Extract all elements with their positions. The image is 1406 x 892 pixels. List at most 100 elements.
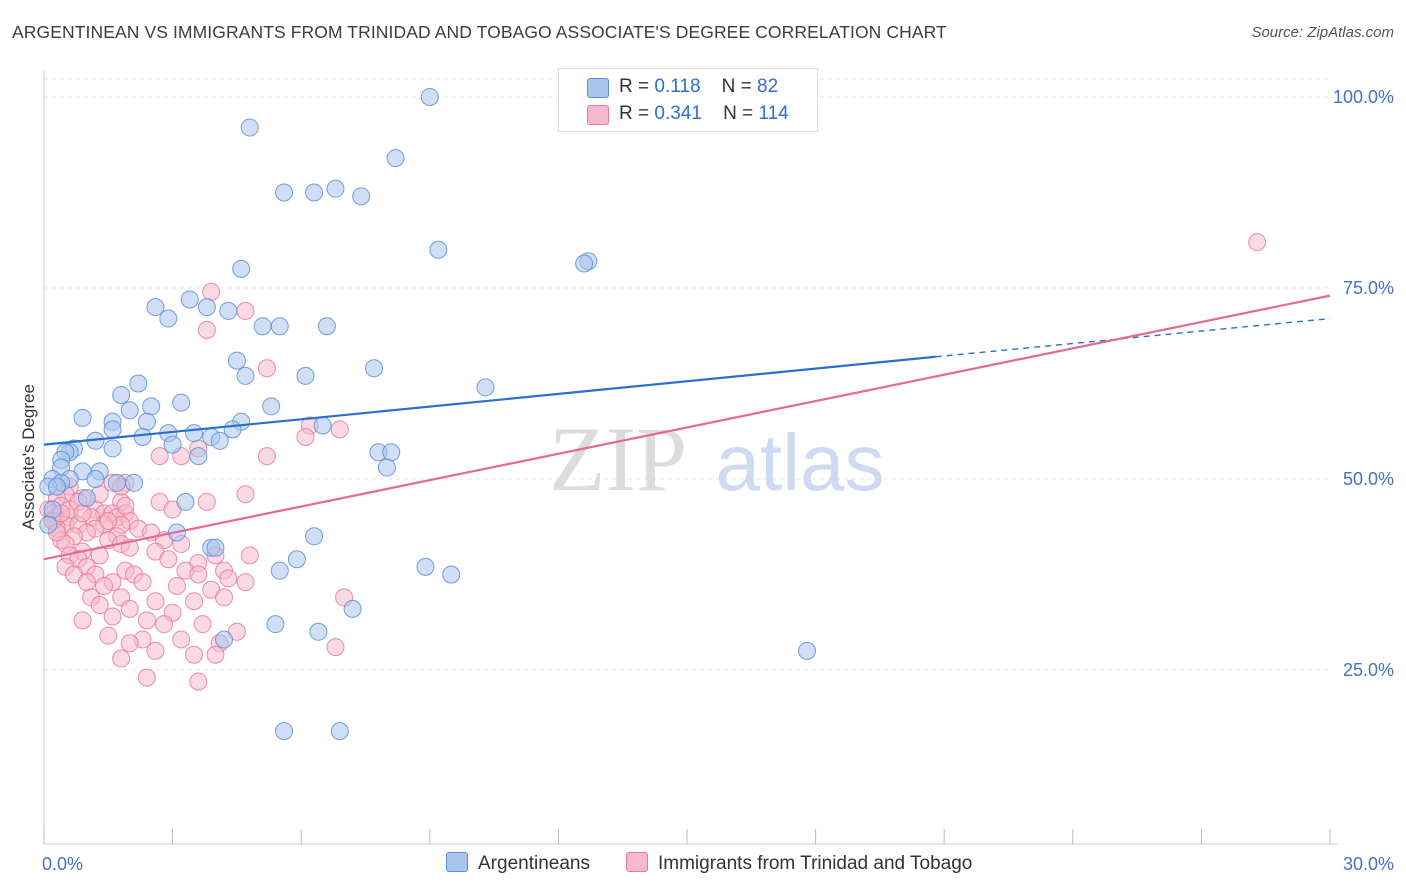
data-point	[99, 512, 118, 531]
chart-title: ARGENTINEAN VS IMMIGRANTS FROM TRINIDAD …	[12, 22, 947, 42]
data-point	[146, 298, 165, 317]
trend-lines	[43, 294, 1331, 561]
y-tick-label-50: 50.0%	[1343, 469, 1394, 489]
data-point	[95, 576, 114, 595]
data-point	[305, 527, 324, 546]
data-point	[73, 611, 92, 630]
data-point	[120, 401, 139, 420]
data-point	[167, 576, 186, 595]
data-point	[240, 118, 259, 137]
data-point	[150, 447, 169, 466]
data-point	[236, 573, 255, 592]
data-point	[103, 439, 122, 458]
data-point	[197, 298, 216, 317]
data-point	[386, 149, 405, 168]
data-point	[219, 301, 238, 320]
data-point	[159, 550, 178, 569]
data-point	[86, 470, 105, 488]
data-point	[77, 489, 96, 508]
data-point	[236, 485, 255, 504]
data-point	[73, 504, 92, 523]
data-point	[296, 427, 315, 446]
bottom-legend-swatch-pink	[626, 852, 648, 872]
data-point	[287, 550, 306, 569]
data-point	[377, 458, 396, 477]
data-point	[317, 317, 336, 336]
data-point	[155, 615, 174, 634]
data-point	[219, 569, 238, 588]
data-point	[90, 596, 109, 615]
series-argentineans	[39, 88, 817, 741]
data-point	[112, 385, 131, 404]
data-point	[142, 397, 161, 416]
data-point	[116, 496, 135, 515]
axes	[43, 70, 1338, 845]
data-point	[172, 630, 191, 649]
data-point	[163, 435, 182, 454]
data-point	[270, 561, 289, 580]
data-point	[146, 592, 165, 611]
data-point	[240, 546, 259, 565]
legend-n-label: N =	[723, 103, 754, 124]
legend-r-label: R =	[619, 76, 650, 97]
data-point	[197, 492, 216, 511]
data-point	[275, 183, 294, 202]
data-point	[257, 359, 276, 378]
data-point	[236, 301, 255, 320]
data-point	[275, 722, 294, 741]
data-point	[189, 565, 208, 584]
data-point	[120, 599, 139, 618]
data-point	[416, 557, 435, 576]
data-point	[232, 259, 251, 278]
data-point	[305, 183, 324, 202]
data-point	[39, 515, 58, 534]
data-point	[137, 668, 156, 687]
data-point	[185, 592, 204, 611]
x-tick-label-min: 0.0%	[42, 854, 83, 874]
bottom-legend-label: Argentineans	[478, 853, 590, 874]
data-point	[180, 290, 199, 309]
stats-legend: R = 0.118 N = 82 R = 0.341 N = 114	[558, 68, 818, 132]
data-point	[309, 622, 328, 641]
data-point	[206, 538, 225, 557]
data-point	[137, 412, 156, 431]
data-point	[206, 645, 225, 664]
data-point	[43, 500, 62, 519]
legend-n-value: 114	[758, 103, 789, 124]
y-tick-label-75: 75.0%	[1343, 278, 1394, 298]
bottom-legend-swatch-blue	[446, 852, 468, 872]
data-point	[189, 672, 208, 691]
data-point	[112, 649, 131, 668]
x-tick-label-max: 30.0%	[1343, 854, 1394, 874]
data-point	[159, 309, 178, 328]
data-point	[365, 359, 384, 378]
data-point	[330, 722, 349, 741]
data-point	[185, 424, 204, 443]
legend-swatch-pink	[587, 105, 609, 125]
data-point	[236, 366, 255, 385]
trend-line-argentineans-extension	[935, 317, 1331, 358]
y-axis-label: Associate's Degree	[19, 384, 38, 530]
data-point	[120, 634, 139, 653]
bottom-legend-trinidad: Immigrants from Trinidad and Tobago	[626, 852, 972, 875]
data-point	[429, 240, 448, 259]
data-point	[215, 588, 234, 607]
data-point	[73, 408, 92, 427]
data-point	[137, 611, 156, 630]
data-point	[202, 282, 221, 301]
legend-swatch-blue	[587, 78, 609, 98]
data-point	[133, 427, 152, 446]
legend-r-value: 0.341	[654, 103, 702, 124]
data-point	[575, 254, 594, 273]
data-point	[172, 393, 191, 412]
data-point	[133, 573, 152, 592]
data-point	[210, 431, 229, 450]
data-point	[326, 179, 345, 198]
legend-r-value: 0.118	[654, 76, 701, 97]
y-tick-label-100: 100.0%	[1333, 87, 1394, 107]
bottom-legend-argentineans: Argentineans	[446, 852, 590, 875]
data-point	[103, 420, 122, 439]
data-point	[326, 638, 345, 657]
y-axis-ticks: 25.0% 50.0% 75.0% 100.0%	[1333, 87, 1394, 680]
